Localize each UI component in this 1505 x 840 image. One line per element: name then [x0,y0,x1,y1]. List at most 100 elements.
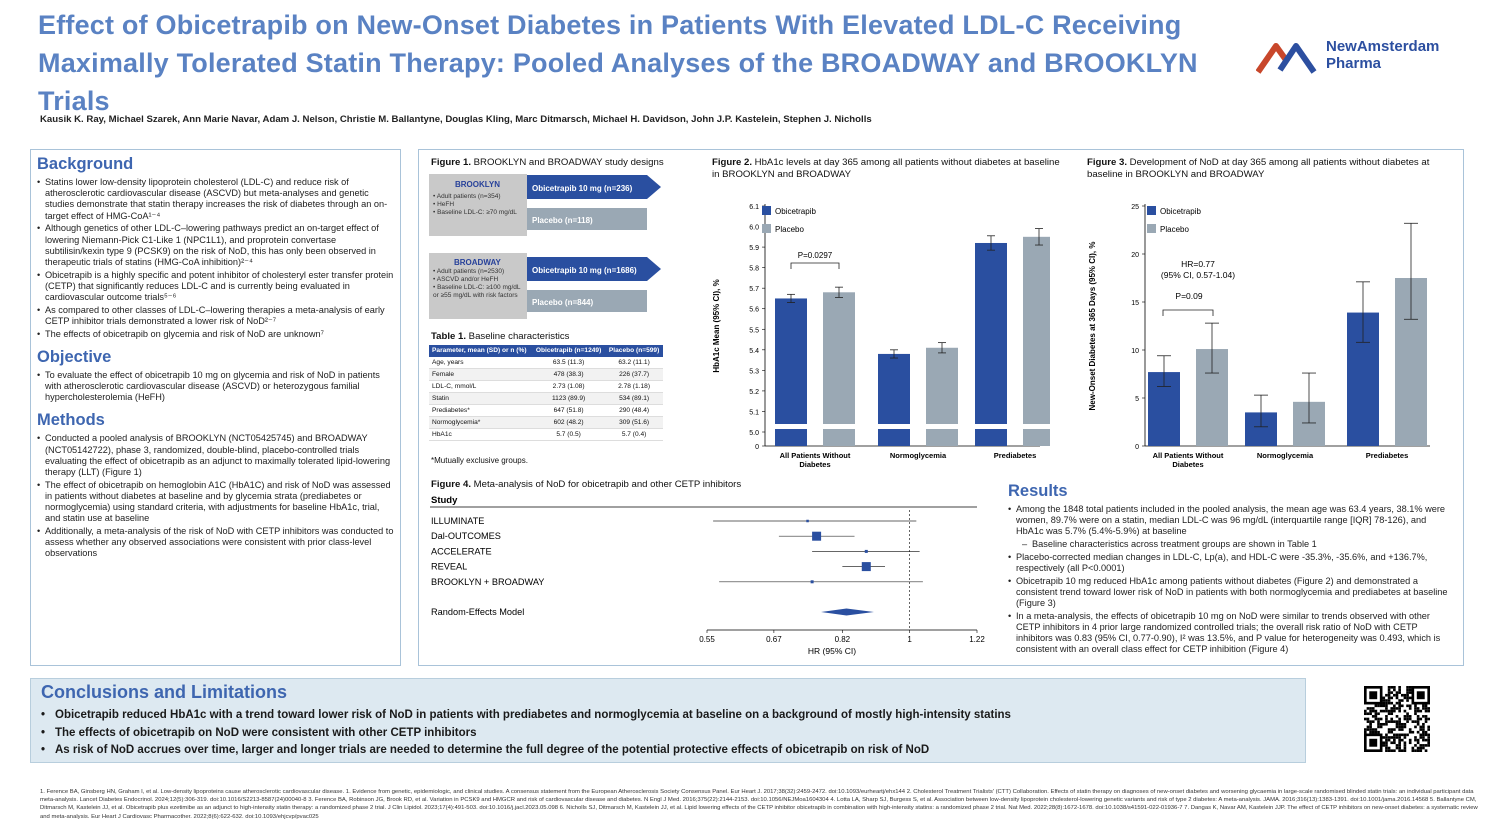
bar [823,292,855,424]
table-row: Female 478 (38.3) 226 (37.7) [429,368,663,381]
background-heading: Background [37,155,134,173]
bar-base [975,429,1007,446]
bar [878,353,910,424]
table-cell: 226 (37.7) [605,368,663,381]
y-tick-label: 5.6 [749,307,759,314]
table-header: Placebo (n=599) [605,345,663,357]
x-tick-label: 1.22 [969,635,985,644]
figure4-title: Figure 4. Meta-analysis of NoD for obice… [431,479,742,490]
result-item: Obicetrapib 10 mg reduced HbA1c among pa… [1008,576,1455,610]
figures-panel [418,149,1464,666]
table-cell: 290 (48.4) [605,404,663,417]
y-tick-label: 5 [1135,396,1139,403]
brooklyn-arms: Obicetrapib 10 mg (n=236) Placebo (n=118… [527,175,661,230]
results-section: Results Among the 1848 total patients in… [1008,481,1455,657]
brooklyn-details: • Adult patients (n=354) • HeFH • Baseli… [433,193,517,216]
poster-title: Effect of Obicetrapib on New-Onset Diabe… [38,10,1198,116]
brooklyn-arm1: Obicetrapib 10 mg (n=236) [532,184,633,193]
study-header: Study [431,495,458,506]
list-item: Statins lower low-density lipoprotein ch… [37,177,394,222]
pvalue-label: P=0.0297 [798,251,833,260]
legend-swatch [762,224,771,233]
legend-label: Placebo [1160,225,1189,234]
pooled-label: Random-Effects Model [431,607,524,617]
brooklyn-box [429,174,527,236]
bar-base [775,429,807,446]
pooled-diamond [821,608,874,616]
study-name: ILLUMINATE [431,516,484,526]
table-cell: 5.7 (0.5) [532,428,606,441]
y-tick-label: 25 [1131,204,1139,211]
broadway-details: • Adult patients (n=2530) • ASCVD and/or… [433,268,521,299]
study-name: Dal-OUTCOMES [431,531,501,541]
background-list: Statins lower low-density lipoprotein ch… [37,177,394,340]
list-item: Conducted a pooled analysis of BROOKLYN … [37,433,394,478]
y-tick-label: 5.3 [749,368,759,375]
broadway-arms: Obicetrapib 10 mg (n=1686) Placebo (n=84… [527,257,661,312]
conclusions-list: Obicetrapib reduced HbA1c with a trend t… [41,707,1295,760]
list-item: The effects of obicetrapib on NoD were c… [41,725,1295,743]
table-row: HbA1c 5.7 (0.5) 5.7 (0.4) [429,428,663,441]
results-list: Among the 1848 total patients included i… [1008,504,1455,656]
references: 1. Ference BA, Ginsberg HN, Graham I, et… [40,789,1478,820]
methods-list: Conducted a pooled analysis of BROOKLYN … [37,433,394,559]
bar [775,298,807,424]
legend-label: Placebo [775,225,804,234]
x-tick-label: Normoglycemia [890,451,947,460]
hr-point [806,519,809,523]
hr-point [864,549,868,553]
y-tick-label: 5.2 [749,389,759,396]
objective-list: To evaluate the effect of obicetrapib 10… [37,370,394,404]
bar [975,242,1007,424]
y-tick-label: 6.0 [749,225,759,232]
table-row: Statin 1123 (89.9) 534 (89.1) [429,392,663,405]
list-item: As compared to other classes of LDL-C–lo… [37,305,394,327]
result-item: In a meta-analysis, the effects of obice… [1008,611,1455,656]
y-tick-label: 5.0 [749,430,759,437]
figure4-chart: Study ILLUMINATE Dal-OUTCOMES ACCELERATE REV… [430,495,985,656]
bar-base [823,429,855,446]
list-item: To evaluate the effect of obicetrapib 10… [37,370,394,404]
result-item: Among the 1848 total patients included i… [1008,504,1455,538]
bar [1023,236,1050,424]
y-axis-label: New-Onset Diabetes at 365 Days (95% CI),… [1088,242,1097,411]
x-tick-label: Prediabetes [994,451,1037,460]
y-tick-label: 5.7 [749,286,759,293]
x-tick-label: 0.55 [699,635,715,644]
result-item: Baseline characteristics across treatmen… [1008,539,1455,550]
x-tick-label: All Patients Without [780,451,851,460]
list-item: The effects of obicetrapib on glycemia a… [37,329,394,340]
table-header: Parameter, mean (SD) or n (%) [429,345,533,357]
figure3-title: Figure 3. Development of NoD at day 365 … [1087,157,1430,180]
logo-line2: Pharma [1326,55,1382,72]
qr-code-icon[interactable] [1364,686,1430,752]
table-cell: 63.5 (11.3) [532,357,606,369]
hr-point [812,531,822,541]
x-tick-label: Normoglycemia [1257,451,1314,460]
x-tick-label: 0.82 [835,635,851,644]
hr-ci-label: (95% CI, 0.57-1.04) [1161,270,1235,280]
logo-mark-icon [1255,43,1317,74]
x-tick-label-cont: Diabetes [799,460,830,469]
logo-line1: NewAmsterdam [1326,38,1440,55]
y-tick-label: 5.8 [749,266,759,273]
x-axis-label: HR (95% CI) [808,646,856,656]
table-row: LDL-C, mmol/L 2.73 (1.08) 2.78 (1.18) [429,380,663,393]
table-cell: Female [429,368,533,381]
broadway-arm2: Placebo (n=844) [532,298,593,307]
table-cell: 63.2 (11.1) [605,357,663,369]
table-cell: 647 (51.8) [532,404,606,417]
figure3-chart: 0 5 10 15 20 25 New-Onset Diabetes at 365 Days… [1088,204,1430,469]
pvalue-label: P=0.09 [1175,291,1202,301]
pvalue-bracket [790,262,840,269]
bar-base [878,429,910,446]
table-cell: 2.73 (1.08) [532,380,606,393]
broadway-box [429,253,527,319]
table-cell: 309 (51.6) [605,416,663,429]
legend-label: Obicetrapib [775,207,816,216]
legend-swatch [762,206,771,215]
table-cell: 1123 (89.9) [532,392,606,405]
broadway-label: BROADWAY [454,258,501,267]
bar-base [926,429,958,446]
results-heading: Results [1008,482,1068,500]
